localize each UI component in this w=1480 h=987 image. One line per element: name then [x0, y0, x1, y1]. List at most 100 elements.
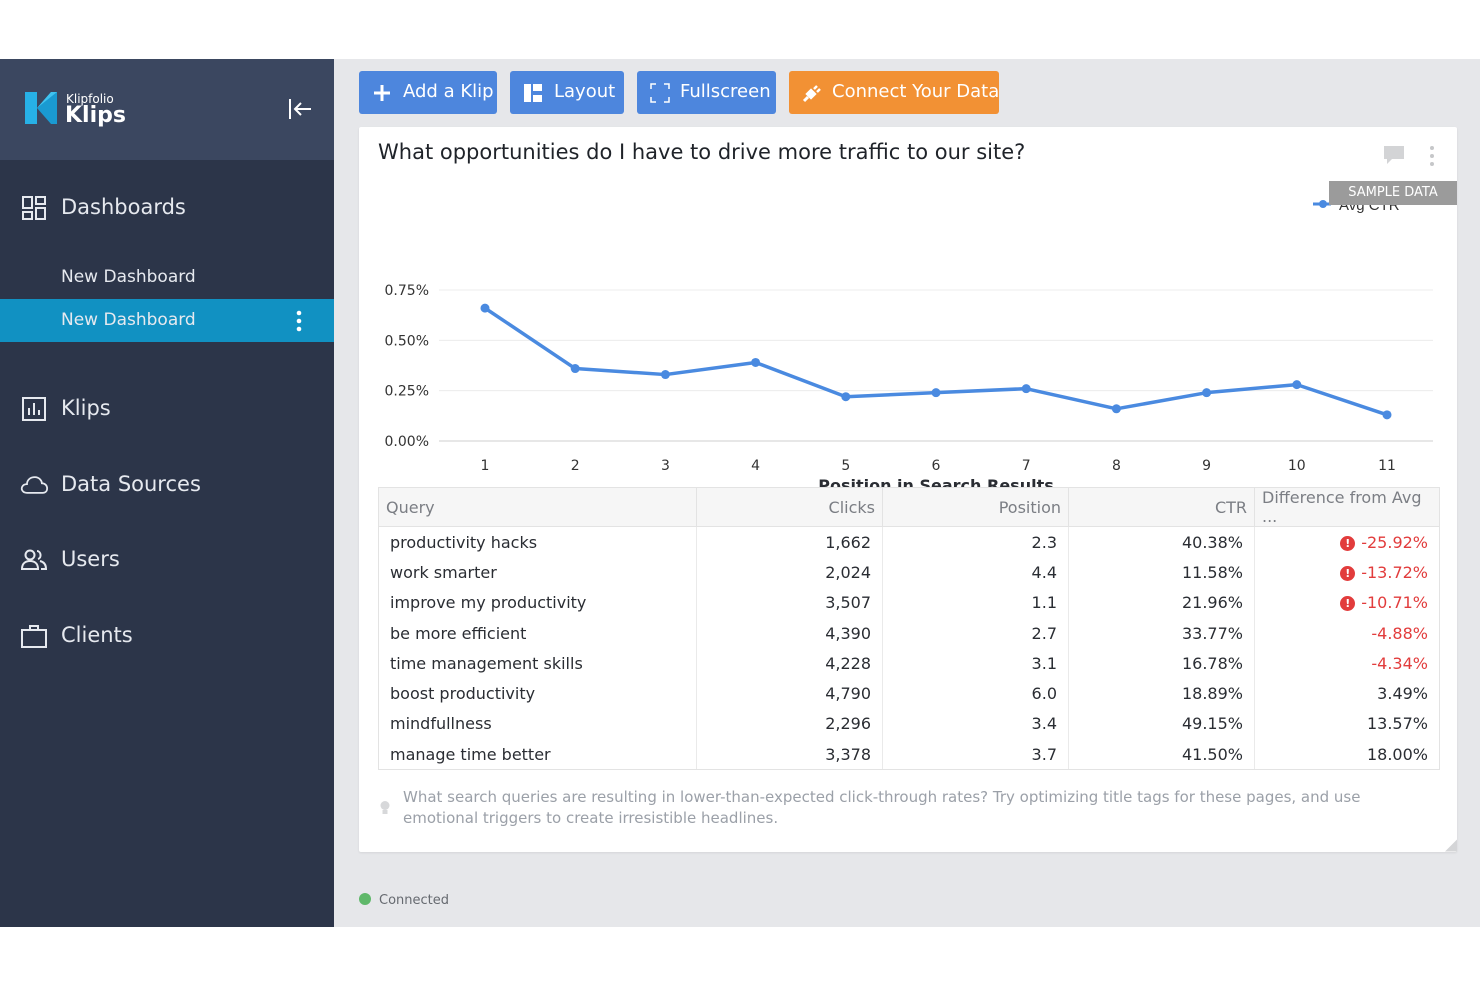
- nav-clients-label: Clients: [61, 623, 133, 647]
- table-row[interactable]: productivity hacks 1,662 2.3 40.38%! -25.92%: [379, 526, 1439, 558]
- cell-text: 4,790: [825, 684, 871, 704]
- column-header-difference[interactable]: Difference from Avg ...: [1254, 488, 1439, 527]
- cell-text: -10.71%: [1361, 593, 1428, 613]
- cell-text: mindfullness: [390, 714, 492, 734]
- table-row[interactable]: improve my productivity 3,507 1.1 21.96%! -1…: [379, 587, 1439, 618]
- cell-text: time management skills: [390, 653, 583, 673]
- ctr-cell: 21.96%: [1068, 587, 1255, 618]
- status-text: Connected: [379, 893, 450, 908]
- add-klip-label: Add a Klip: [403, 81, 494, 102]
- x-tick-label: 8: [1112, 458, 1121, 474]
- nav-data-sources[interactable]: Data Sources: [0, 463, 334, 507]
- dashboard-item[interactable]: New Dashboard: [0, 256, 334, 299]
- ctr-cell: 49.15%: [1068, 708, 1255, 740]
- fullscreen-icon: [650, 83, 670, 103]
- dashboard-item-label: New Dashboard: [61, 267, 196, 287]
- legend-marker: [1319, 200, 1327, 208]
- cell-text: 3,378: [825, 744, 871, 764]
- warning-icon: !: [1340, 535, 1356, 551]
- table-row[interactable]: be more efficient 4,390 2.7 33.77% -4.88%: [379, 617, 1440, 649]
- table-row[interactable]: work smarter 2,024 4.4 11.58%! -13.72%: [379, 557, 1439, 588]
- x-tick-label: 2: [571, 458, 580, 474]
- cell-text: productivity hacks: [390, 532, 538, 552]
- bar-chart-icon: [22, 397, 46, 421]
- cell-text: 2.3: [1031, 532, 1057, 552]
- query-cell: time management skills: [379, 648, 697, 679]
- plus-icon: [374, 85, 390, 101]
- logo-bar: Klipfolio Klips: [0, 59, 334, 160]
- warning-icon: !: [1340, 565, 1356, 581]
- fullscreen-button[interactable]: Fullscreen: [637, 71, 776, 114]
- connect-data-button[interactable]: Connect Your Data: [789, 71, 999, 114]
- x-tick-label: 3: [661, 458, 670, 474]
- clicks-cell: 4,790: [696, 678, 883, 709]
- data-point: [1292, 380, 1302, 390]
- x-tick-label: 4: [751, 458, 760, 474]
- table-header-row: Query Clicks Position CTR Difference fro…: [379, 488, 1439, 527]
- sidebar: Klipfolio Klips Dashboards New Dashboard…: [0, 59, 334, 927]
- x-tick-label: 10: [1288, 458, 1306, 474]
- cell-text: boost productivity: [390, 684, 536, 704]
- position-cell: 2.7: [882, 617, 1069, 649]
- column-header-position[interactable]: Position: [882, 488, 1069, 527]
- x-tick-label: 1: [481, 458, 490, 474]
- resize-handle-icon[interactable]: [1445, 839, 1457, 852]
- data-point: [660, 370, 670, 380]
- nav-users[interactable]: Users: [0, 538, 334, 582]
- data-point: [751, 357, 761, 367]
- column-header-ctr[interactable]: CTR: [1068, 488, 1255, 527]
- cell-text: 1.1: [1031, 593, 1057, 613]
- column-header-clicks[interactable]: Clicks: [696, 488, 883, 527]
- nav-klips[interactable]: Klips: [0, 387, 334, 431]
- difference-cell: -4.34%: [1255, 648, 1440, 678]
- cell-text: 41.50%: [1181, 744, 1243, 764]
- cell-text: 3.7: [1031, 744, 1057, 764]
- difference-cell: -4.88%: [1255, 618, 1440, 648]
- query-cell: productivity hacks: [379, 526, 697, 558]
- dashboard-item-active[interactable]: New Dashboard: [0, 299, 334, 342]
- klip-title: What opportunities do I have to drive mo…: [378, 140, 1026, 164]
- add-klip-button[interactable]: Add a Klip: [359, 71, 497, 114]
- query-cell: manage time better: [379, 739, 697, 770]
- cell-text: 18.00%: [1366, 744, 1428, 764]
- nav-clients[interactable]: Clients: [0, 614, 334, 658]
- cell-text: 3.4: [1031, 714, 1057, 734]
- cell-text: 11.58%: [1181, 562, 1243, 582]
- klip-menu-icon[interactable]: [1427, 145, 1437, 167]
- query-cell: boost productivity: [379, 678, 697, 709]
- table-row[interactable]: boost productivity 4,790 6.0 18.89% 3.49%: [379, 678, 1440, 709]
- table-row[interactable]: mindfullness 2,296 3.4 49.15% 13.57%: [379, 708, 1439, 740]
- data-point: [480, 303, 490, 313]
- sample-data-badge: SAMPLE DATA: [1329, 181, 1457, 205]
- query-cell: be more efficient: [379, 617, 697, 649]
- layout-icon: [524, 84, 542, 102]
- collapse-sidebar-icon[interactable]: [286, 95, 314, 123]
- cell-text: 4.4: [1031, 562, 1057, 582]
- klipfolio-logo-icon: [25, 92, 57, 124]
- logo-product: Klips: [65, 103, 126, 128]
- cell-text: 1,662: [825, 532, 871, 552]
- kebab-menu-icon[interactable]: [292, 309, 306, 333]
- position-cell: 6.0: [882, 678, 1069, 709]
- position-cell: 3.4: [882, 708, 1069, 740]
- table-row[interactable]: time management skills 4,228 3.1 16.78% -4.3…: [379, 648, 1440, 679]
- cell-text: 4,228: [825, 653, 871, 673]
- table-row[interactable]: manage time better 3,378 3.7 41.50% 18.00%: [379, 739, 1439, 770]
- y-tick-label: 0.25%: [385, 384, 429, 400]
- column-header-query[interactable]: Query: [379, 488, 697, 527]
- clicks-cell: 2,296: [696, 708, 883, 740]
- comment-icon[interactable]: [1383, 145, 1405, 165]
- x-tick-label: 11: [1378, 458, 1396, 474]
- difference-cell: 3.49%: [1255, 678, 1440, 708]
- cell-text: -25.92%: [1361, 532, 1428, 552]
- nav-dashboards[interactable]: Dashboards: [0, 186, 334, 230]
- data-point: [1202, 388, 1212, 398]
- logo-company: Klipfolio: [66, 92, 114, 106]
- data-point: [1382, 410, 1392, 420]
- x-tick-label: 9: [1202, 458, 1211, 474]
- users-icon: [20, 549, 48, 570]
- ctr-cell: 16.78%: [1068, 648, 1255, 679]
- nav-klips-label: Klips: [61, 396, 111, 420]
- cell-text: work smarter: [390, 562, 497, 582]
- layout-button[interactable]: Layout: [510, 71, 624, 114]
